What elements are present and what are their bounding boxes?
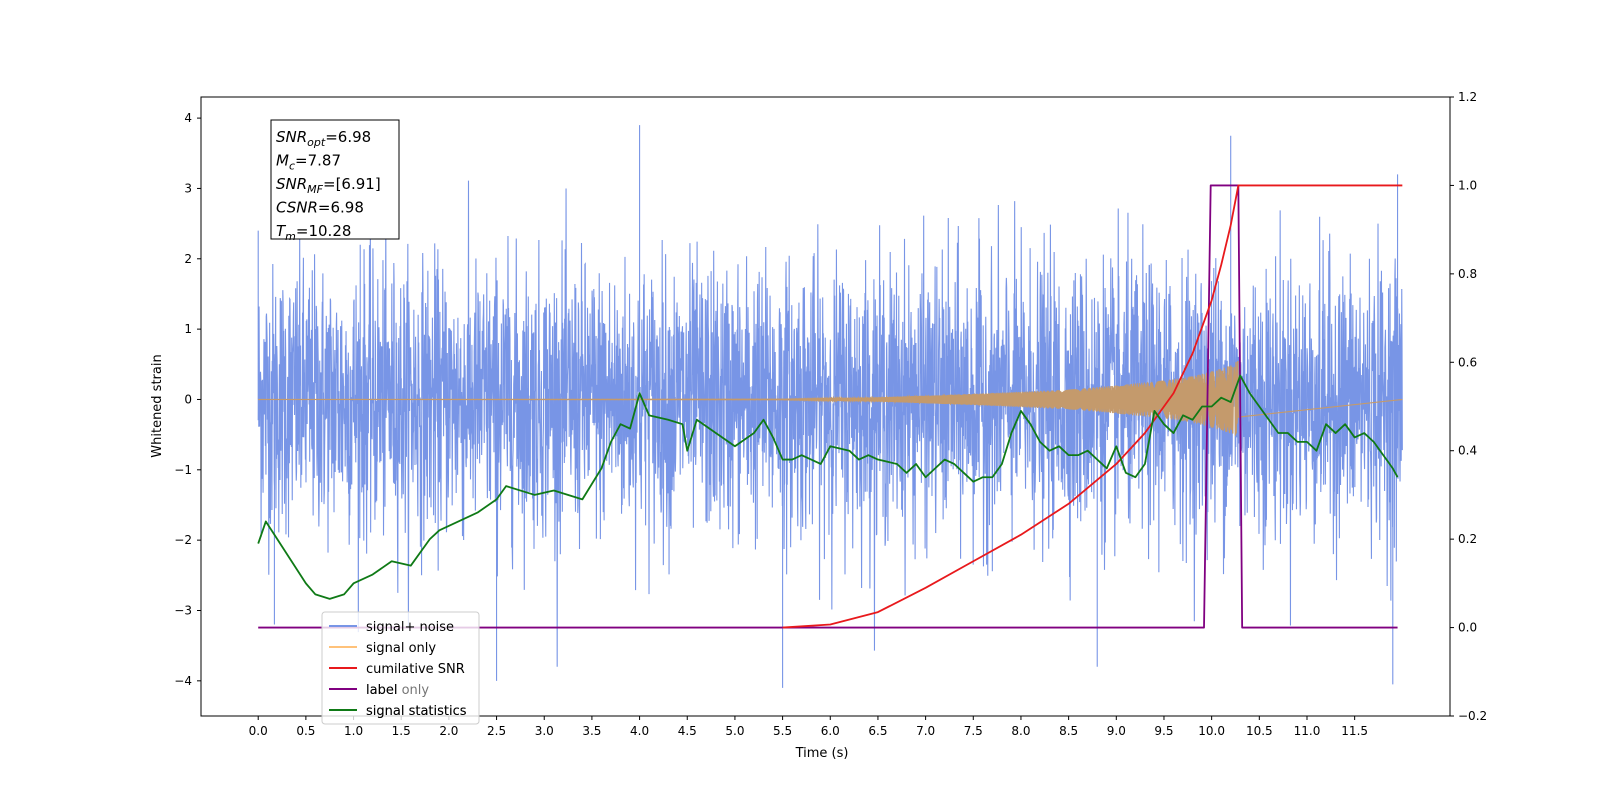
plot-frame (200, 96, 1451, 717)
y-tick-label: 0 (184, 392, 192, 406)
y2-tick-label: −0.2 (1458, 709, 1487, 723)
x-tick-label: 4.5 (678, 724, 697, 738)
legend-label: signal only (366, 641, 436, 656)
y2-tick-label: 0.0 (1458, 621, 1477, 635)
y-tick-label: −2 (174, 533, 192, 547)
x-tick-label: 6.0 (821, 724, 840, 738)
legend: signal+ noise signal only cumilative SNR la… (321, 611, 480, 725)
legend-ghost-label: label only (366, 683, 429, 698)
cumulative-snr-line (782, 184, 1403, 629)
x-tick-label: 10.5 (1246, 724, 1273, 738)
y-axis-label: Whitened strain (150, 354, 165, 457)
x-tick-label: 10.0 (1198, 724, 1225, 738)
x-axis-label: Time (s) (795, 746, 849, 761)
legend-label: cumilative SNR (366, 662, 465, 677)
label-line (258, 184, 1398, 629)
x-tick-label: 1.5 (392, 724, 411, 738)
x-tick-label: 9.0 (1107, 724, 1126, 738)
y-tick-label: 2 (184, 252, 192, 266)
y-tick-label: −1 (174, 463, 192, 477)
annotation-line: CSNR=6.98 (276, 199, 364, 217)
y2-tick-label: 0.6 (1458, 355, 1477, 369)
annotation-line: SNRopt=6.98 (276, 128, 371, 149)
x-tick-label: 6.5 (868, 724, 887, 738)
annotation-line: SNRMF=[6.91] (276, 175, 381, 196)
annotation-line: Mc=7.87 (276, 152, 341, 173)
y-axis-left: −4 −3 −2 −1 0 1 2 3 4 (174, 111, 201, 688)
signal-only-line (258, 360, 1403, 436)
y2-tick-label: 1.0 (1458, 178, 1477, 192)
y-tick-label: 4 (184, 111, 192, 125)
y2-tick-label: 1.2 (1458, 90, 1477, 104)
x-tick-label: 2.5 (487, 724, 506, 738)
annotation-line: Tm=10.28 (276, 222, 351, 243)
x-tick-label: 8.0 (1011, 724, 1030, 738)
legend-label: signal+ noise (366, 620, 454, 635)
x-tick-label: 9.5 (1154, 724, 1173, 738)
x-tick-label: 7.0 (916, 724, 935, 738)
x-tick-label: 7.5 (964, 724, 983, 738)
x-tick-label: 5.5 (773, 724, 792, 738)
y2-tick-label: 0.8 (1458, 267, 1477, 281)
signal-plus-noise-series (257, 125, 1403, 688)
x-tick-label: 5.0 (725, 724, 744, 738)
y-tick-label: 1 (184, 322, 192, 336)
x-tick-label: 3.5 (582, 724, 601, 738)
x-tick-label: 4.0 (630, 724, 649, 738)
x-tick-label: 3.0 (535, 724, 554, 738)
y2-tick-label: 0.2 (1458, 532, 1477, 546)
right-axis-series (257, 184, 1403, 629)
x-tick-label: 2.0 (439, 724, 458, 738)
signal-statistics-line (257, 374, 1399, 600)
legend-label: signal statistics (366, 704, 467, 719)
x-tick-label: 1.0 (344, 724, 363, 738)
y-axis-right: −0.2 0.0 0.2 0.4 0.6 0.8 1.0 1.2 (1450, 90, 1487, 723)
y-tick-label: −4 (174, 674, 192, 688)
y2-tick-label: 0.4 (1458, 444, 1477, 458)
y-tick-label: −3 (174, 603, 192, 617)
legend-label: label (366, 683, 397, 698)
x-tick-label: 0.0 (249, 724, 268, 738)
legend-ghost-label: signal statistics (366, 704, 467, 719)
x-tick-label: 0.5 (296, 724, 315, 738)
x-tick-label: 11.0 (1294, 724, 1321, 738)
y-tick-label: 3 (184, 181, 192, 195)
signal-only-series (258, 360, 1403, 436)
x-tick-label: 11.5 (1341, 724, 1368, 738)
signal-plus-noise-line (257, 125, 1403, 688)
x-tick-label: 8.5 (1059, 724, 1078, 738)
x-axis: 0.0 0.5 1.0 1.5 2.0 2.5 3.0 3.5 4.0 4.5 5.0 5.5 6.0 6… (249, 716, 1368, 738)
